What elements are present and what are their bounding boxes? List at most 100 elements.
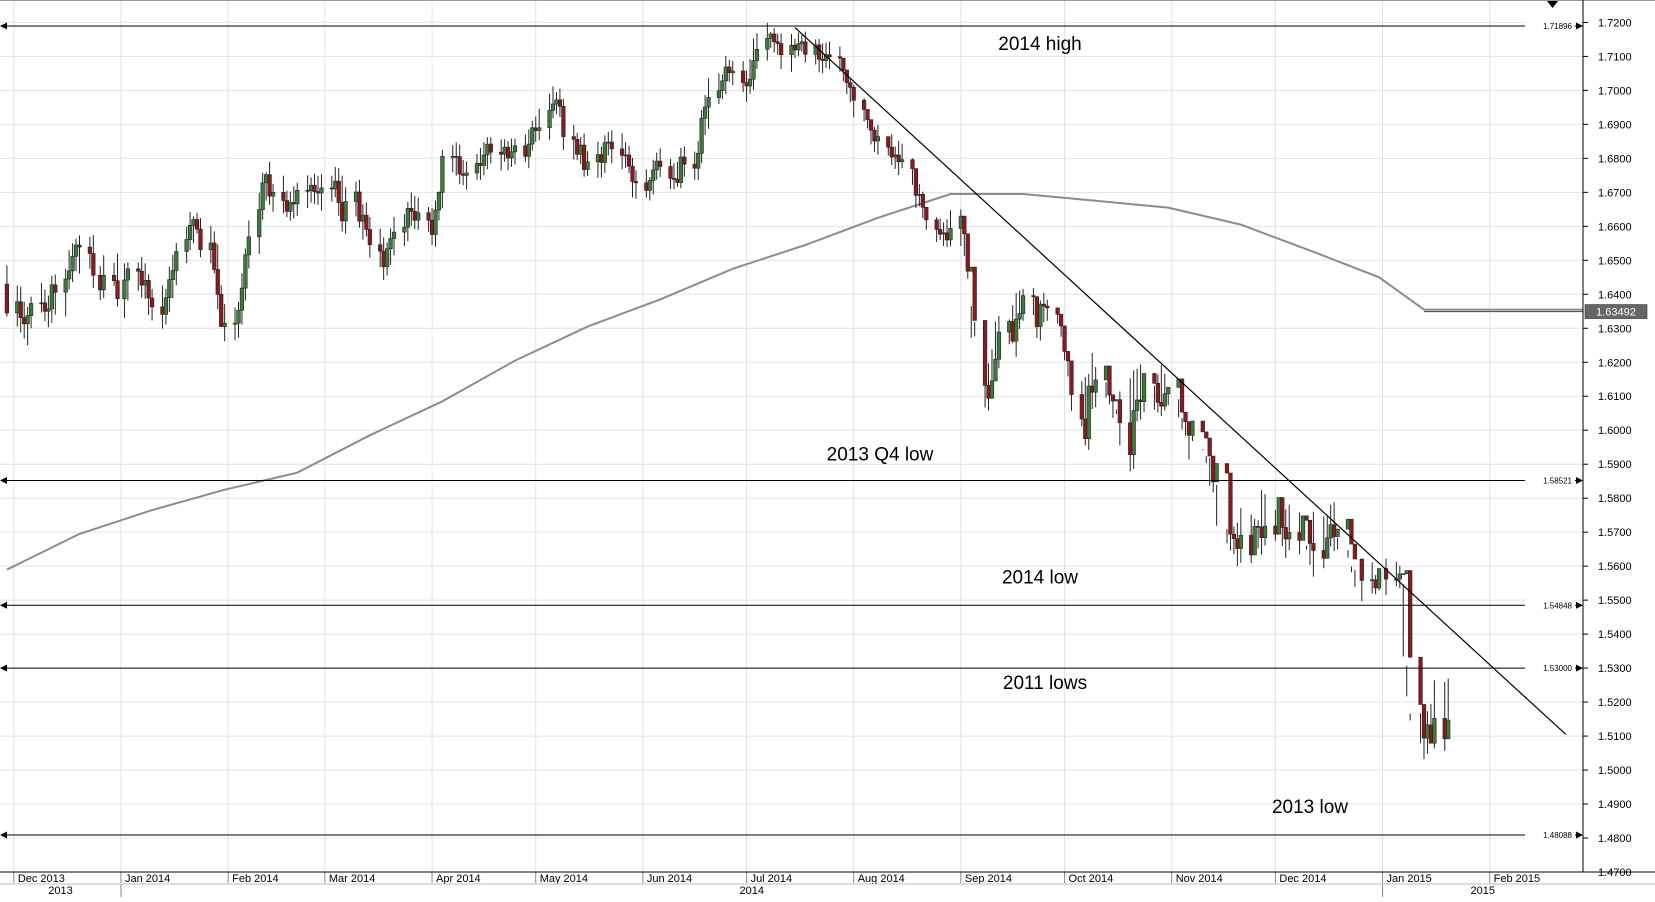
- candle-body: [1311, 543, 1316, 551]
- candle: [599, 146, 604, 178]
- candle: [1007, 319, 1012, 345]
- candle-body: [194, 219, 200, 230]
- candle-body: [488, 143, 493, 153]
- candle-body: [77, 244, 82, 248]
- candle: [1231, 526, 1237, 555]
- candle: [582, 133, 587, 177]
- candle: [727, 59, 732, 82]
- level: 1.71896: [0, 19, 1583, 32]
- candle: [143, 263, 148, 299]
- candle: [18, 286, 23, 333]
- level-annotation: 2014 high: [998, 34, 1081, 55]
- candle-body: [1238, 534, 1243, 549]
- candle-body: [958, 215, 963, 229]
- candle: [1186, 421, 1192, 460]
- candle-body: [1235, 538, 1240, 549]
- candle-body: [720, 80, 725, 92]
- candle-body: [481, 154, 486, 166]
- candle: [1401, 573, 1406, 657]
- candle-body: [284, 200, 289, 212]
- level-right-arrow: [1576, 22, 1583, 30]
- current-price-box: [1584, 304, 1648, 319]
- candle-body: [1432, 718, 1437, 744]
- candle: [222, 304, 227, 342]
- candle: [962, 215, 967, 256]
- candle: [1259, 490, 1264, 555]
- level-right-arrow: [1576, 831, 1583, 839]
- candle-body: [865, 109, 870, 120]
- level-value-label: 1.54848: [1543, 601, 1572, 610]
- y-tick-label: 1.6200: [1598, 357, 1632, 369]
- level: 1.54848: [0, 599, 1583, 612]
- candle-body: [91, 253, 96, 276]
- candle-body: [910, 159, 915, 169]
- candle-body: [962, 215, 967, 235]
- candle: [1370, 562, 1375, 594]
- candle: [896, 141, 901, 176]
- candle-body: [837, 56, 842, 59]
- candle-body: [163, 297, 169, 315]
- candle: [723, 56, 728, 95]
- moving-average-layer: [6, 193, 1583, 571]
- candle: [1432, 680, 1437, 749]
- candle-body: [1262, 525, 1268, 538]
- candle: [1425, 711, 1430, 754]
- candle: [651, 159, 656, 195]
- candle: [63, 268, 68, 317]
- candle: [741, 61, 746, 93]
- candle: [1214, 463, 1219, 526]
- horizontal-levels-layer: 1.71896 1.58521 1.54848 1.53000 1.48088: [0, 19, 1583, 842]
- candle: [848, 78, 853, 103]
- candle: [868, 119, 874, 145]
- candle: [875, 125, 881, 155]
- candle-body: [1373, 579, 1378, 589]
- x-month-label: Aug 2014: [858, 873, 905, 885]
- candle: [841, 57, 846, 82]
- candle: [837, 46, 842, 72]
- candle: [744, 70, 749, 102]
- candle-body: [571, 136, 576, 140]
- candle: [1017, 290, 1022, 329]
- candle-body: [1401, 573, 1406, 575]
- candle-body: [651, 169, 656, 181]
- candle-body: [1283, 527, 1288, 540]
- candle: [308, 177, 314, 203]
- candle: [1135, 368, 1140, 422]
- candle-body: [1335, 528, 1340, 537]
- candle: [609, 130, 614, 164]
- candle-body: [561, 106, 566, 137]
- candle: [378, 228, 383, 268]
- candle: [989, 349, 995, 399]
- candle: [243, 248, 248, 301]
- level-right-arrow: [1576, 664, 1583, 672]
- candle-body: [450, 156, 455, 158]
- candle: [530, 120, 535, 151]
- level: 1.53000: [0, 662, 1583, 675]
- candle-body: [533, 127, 538, 131]
- candle-body: [623, 154, 628, 157]
- candle-body: [478, 163, 483, 166]
- candle: [440, 149, 445, 209]
- candle-body: [53, 284, 58, 293]
- candle-body: [191, 219, 196, 226]
- candle-body: [692, 163, 697, 169]
- candle-body: [49, 284, 54, 310]
- candle-body: [236, 309, 241, 324]
- candle: [1207, 437, 1212, 486]
- candle-body: [457, 156, 462, 175]
- candle: [70, 243, 75, 283]
- candle: [336, 167, 341, 216]
- candle: [4, 265, 10, 317]
- candle-body: [917, 194, 922, 196]
- candle-body: [1307, 519, 1313, 544]
- candle: [149, 288, 155, 321]
- candle: [886, 136, 891, 156]
- candle: [512, 138, 518, 165]
- candle-body: [1010, 321, 1015, 342]
- candle-body: [136, 268, 141, 272]
- candle-body: [1110, 394, 1116, 402]
- candle: [1273, 510, 1278, 541]
- candle-body: [1107, 365, 1112, 396]
- candle-body: [1186, 421, 1192, 436]
- candle-body: [98, 274, 103, 291]
